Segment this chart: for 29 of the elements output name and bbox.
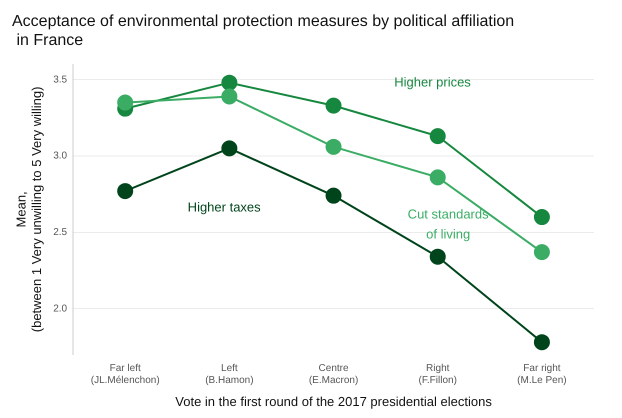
y-tick-label: 2.5 bbox=[53, 227, 68, 238]
point bbox=[534, 244, 550, 260]
point bbox=[326, 98, 342, 114]
y-tick-label: 2.0 bbox=[53, 303, 68, 314]
point bbox=[326, 138, 342, 155]
x-axis-title: Vote in the first round of the 2017 presidential elections bbox=[175, 394, 492, 409]
point bbox=[326, 188, 342, 204]
series-label: Cut standards of living bbox=[408, 206, 490, 242]
point bbox=[117, 94, 134, 111]
point bbox=[221, 140, 238, 156]
x-tick-label: Far right (M.Le Pen) bbox=[517, 363, 567, 386]
point bbox=[430, 169, 446, 186]
chart-title: Acceptance of environmental protection measures by political affiliation in France bbox=[12, 13, 514, 50]
point bbox=[430, 128, 446, 144]
point bbox=[221, 88, 238, 104]
point bbox=[221, 74, 238, 91]
x-tick-label: Right (F.Fillon) bbox=[418, 363, 457, 386]
point bbox=[534, 334, 550, 350]
x-tick-label: Left (B.Hamon) bbox=[205, 363, 254, 386]
x-tick-label: Far left (JL.Mélenchon) bbox=[90, 363, 160, 386]
text: Higher taxes bbox=[188, 200, 262, 215]
x-tick-label: Centre (E.Macron) bbox=[308, 363, 358, 386]
point bbox=[534, 209, 550, 226]
text: Higher prices bbox=[394, 74, 472, 90]
point bbox=[430, 248, 446, 265]
y-tick-label: 3.0 bbox=[53, 150, 68, 162]
point bbox=[117, 183, 134, 200]
y-axis-title: Mean, (between 1 Very unwilling to 5 Very willing) bbox=[13, 86, 44, 332]
y-tick-label: 3.5 bbox=[53, 74, 68, 86]
